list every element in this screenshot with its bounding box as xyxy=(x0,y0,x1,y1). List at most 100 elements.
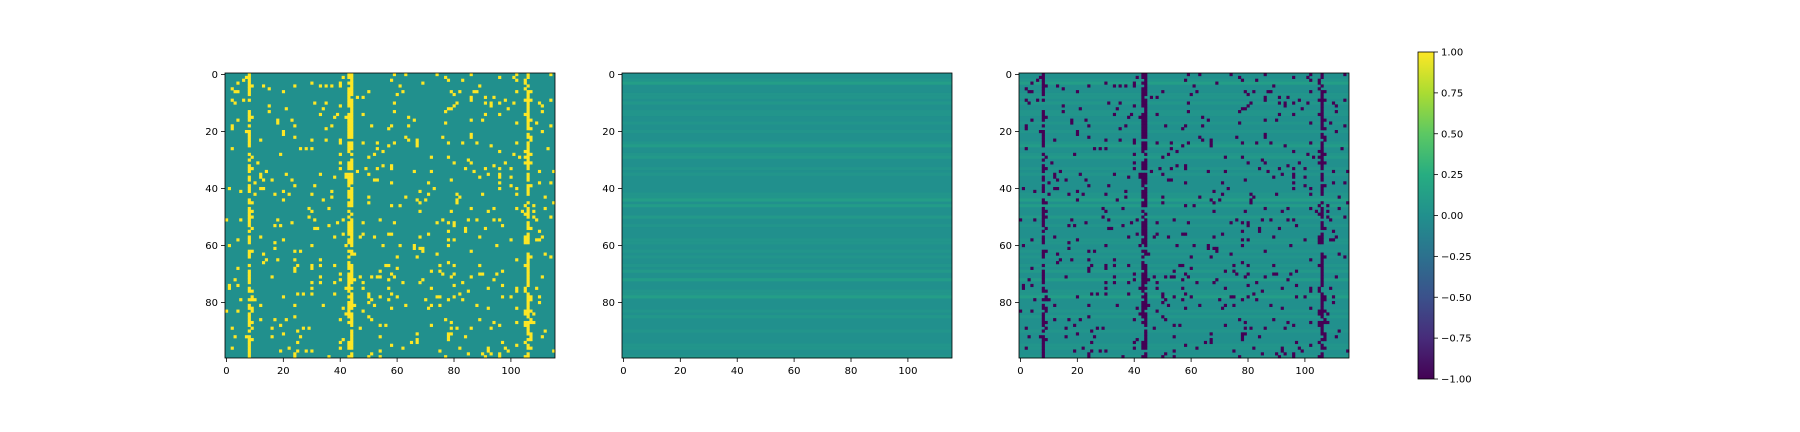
colorbar-gradient xyxy=(1418,52,1434,379)
heatmap-cell xyxy=(426,232,431,236)
heatmap-cell xyxy=(1041,275,1045,279)
heatmap-cell xyxy=(1320,235,1324,239)
heatmap-cell xyxy=(526,90,530,94)
heatmap-cell xyxy=(347,112,351,117)
heatmap-cell xyxy=(526,301,530,305)
heatmap-cell xyxy=(526,224,530,228)
heatmap-cell xyxy=(526,295,530,299)
heatmap-cell xyxy=(1127,175,1131,179)
heatmap-cell xyxy=(1144,329,1148,333)
heatmap-cell xyxy=(347,195,351,199)
heatmap-cell xyxy=(250,209,254,213)
heatmap-cell xyxy=(500,224,505,228)
heatmap-cell xyxy=(318,84,323,88)
heatmap-cell xyxy=(247,289,251,293)
heatmap-cell xyxy=(515,343,519,347)
heatmap-cell xyxy=(1266,90,1270,94)
heatmap-cell xyxy=(321,303,325,307)
heatmap-cell xyxy=(509,295,513,299)
heatmap-cell xyxy=(1334,275,1338,279)
heatmap-cell xyxy=(515,320,519,325)
heatmap-cell xyxy=(1246,283,1250,288)
heatmap-cell xyxy=(1021,286,1025,290)
heatmap-cell xyxy=(1107,101,1111,105)
heatmap-cell xyxy=(310,244,314,248)
heatmap-3-cells xyxy=(1019,73,1350,359)
heatmap-cell xyxy=(500,283,505,288)
heatmap-cell xyxy=(1075,332,1080,336)
heatmap-cell xyxy=(247,352,251,356)
heatmap-cell xyxy=(1112,84,1117,88)
heatmap-cell xyxy=(1041,238,1045,242)
heatmap-cell xyxy=(1320,158,1324,162)
heatmap-cell xyxy=(1149,169,1154,174)
heatmap-cell xyxy=(1334,104,1338,108)
heatmap-cell xyxy=(253,192,257,196)
heatmap-cell xyxy=(526,315,530,319)
heatmap-cell xyxy=(1343,215,1347,219)
heatmap-cell xyxy=(1206,118,1210,122)
heatmap-cell xyxy=(1041,269,1045,273)
heatmap-cell xyxy=(526,355,530,359)
heatmap-cell xyxy=(350,241,354,245)
heatmap-cell xyxy=(523,81,527,85)
heatmap-cell xyxy=(1220,192,1225,196)
heatmap-cell xyxy=(333,263,337,268)
heatmap-cell xyxy=(1144,144,1148,148)
heatmap-cell xyxy=(392,275,396,279)
heatmap-cell xyxy=(1132,340,1136,345)
heatmap-cell xyxy=(495,272,499,276)
heatmap-cell xyxy=(1323,161,1327,165)
heatmap-cell xyxy=(1033,218,1037,222)
heatmap-cell xyxy=(1323,332,1327,336)
heatmap-row-band xyxy=(1019,255,1349,259)
heatmap-cell xyxy=(526,167,530,171)
heatmap-cell xyxy=(532,320,536,325)
heatmap-cell xyxy=(1061,110,1065,114)
heatmap-cell xyxy=(1320,147,1324,151)
heatmap-cell xyxy=(1161,90,1165,94)
heatmap-cell xyxy=(1246,224,1250,228)
heatmap-cell xyxy=(1110,226,1114,231)
heatmap-cell xyxy=(1186,275,1190,279)
heatmap-cell xyxy=(515,78,519,82)
heatmap-cell xyxy=(247,346,251,350)
heatmap-cell xyxy=(1209,255,1213,259)
heatmap-cell xyxy=(270,326,274,330)
heatmap-cell xyxy=(498,175,502,179)
heatmap-cell xyxy=(1141,263,1145,268)
heatmap-cell xyxy=(1141,81,1145,85)
heatmap-cell xyxy=(304,147,308,151)
heatmap-cell xyxy=(1055,178,1060,182)
heatmap-cell xyxy=(1343,98,1347,102)
heatmap-cell xyxy=(455,201,459,205)
heatmap-row-band xyxy=(622,92,952,97)
heatmap-cell xyxy=(1132,161,1136,165)
heatmap-cell xyxy=(1337,206,1341,211)
heatmap-cell xyxy=(375,147,379,151)
heatmap-cell xyxy=(1212,201,1216,205)
heatmap-cell xyxy=(270,178,274,182)
heatmap-cell xyxy=(526,184,530,188)
heatmap-cell xyxy=(512,75,516,79)
heatmap-cell xyxy=(1220,306,1225,310)
heatmap-cell xyxy=(367,315,371,319)
heatmap-cell xyxy=(1141,261,1145,265)
heatmap-cell xyxy=(247,221,251,225)
heatmap-cell xyxy=(1144,164,1148,168)
heatmap-cell xyxy=(225,218,229,222)
heatmap-cell xyxy=(529,335,533,339)
heatmap-cell xyxy=(353,252,357,256)
heatmap-cell xyxy=(1144,323,1148,327)
heatmap-cell xyxy=(1240,261,1245,265)
heatmap-cell xyxy=(1286,164,1290,168)
heatmap-cell xyxy=(1144,161,1148,165)
heatmap-cell xyxy=(515,192,519,196)
heatmap-cell xyxy=(1155,141,1159,145)
heatmap-cell xyxy=(230,147,234,151)
heatmap-cell xyxy=(361,309,365,313)
heatmap-cell xyxy=(515,206,519,211)
heatmap-cell xyxy=(1050,161,1054,165)
heatmap-cell xyxy=(1235,218,1239,222)
